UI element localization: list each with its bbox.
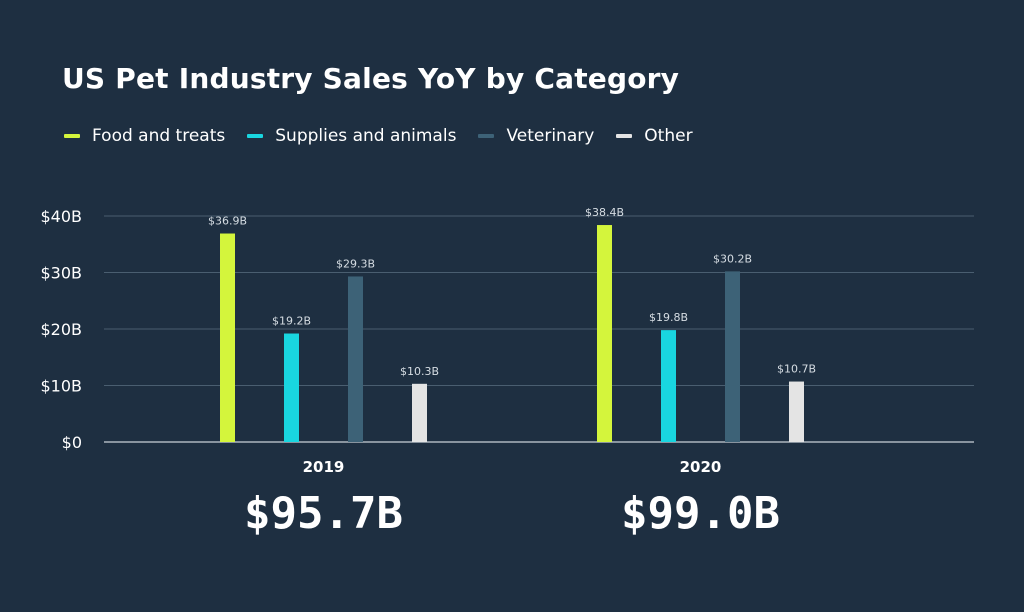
chart-title: US Pet Industry Sales YoY by Category — [62, 62, 680, 95]
bar — [661, 330, 676, 442]
bar-value-label: $36.9B — [208, 215, 247, 228]
bar — [597, 225, 612, 442]
x-category-label: 2019 — [303, 458, 345, 476]
y-tick-label: $0 — [62, 433, 82, 452]
x-category-label: 2020 — [680, 458, 722, 476]
y-tick-label: $30B — [40, 264, 82, 283]
bar-value-label: $30.2B — [713, 252, 752, 265]
legend-swatch-other — [616, 134, 633, 138]
bar — [220, 233, 235, 442]
bar-value-label: $38.4B — [585, 206, 624, 219]
legend-label-other: Other — [644, 126, 693, 146]
legend-item-food-and-treats: Food and treats — [64, 126, 225, 146]
legend: Food and treats Supplies and animals Vet… — [64, 126, 715, 146]
legend-item-supplies-and-animals: Supplies and animals — [247, 126, 456, 146]
legend-label-food-and-treats: Food and treats — [92, 126, 226, 146]
legend-swatch-veterinary — [478, 134, 495, 138]
bar-value-label: $10.3B — [400, 365, 439, 378]
legend-item-veterinary: Veterinary — [478, 126, 594, 146]
category-total-label: $95.7B — [244, 488, 403, 539]
legend-swatch-food-and-treats — [64, 134, 80, 138]
legend-item-other: Other — [616, 126, 693, 146]
legend-label-veterinary: Veterinary — [506, 126, 595, 146]
y-tick-label: $40B — [40, 207, 82, 226]
bar-value-label: $29.3B — [336, 257, 375, 270]
legend-swatch-supplies-and-animals — [247, 134, 264, 138]
bar-value-label: $19.2B — [272, 315, 311, 328]
bar — [412, 383, 427, 442]
y-tick-label: $20B — [40, 320, 82, 339]
bar — [348, 276, 363, 442]
category-total-label: $99.0B — [621, 488, 780, 539]
bar — [284, 333, 299, 442]
bar-value-label: $19.8B — [649, 311, 688, 324]
legend-label-supplies-and-animals: Supplies and animals — [275, 126, 457, 146]
bar — [725, 271, 740, 442]
y-tick-label: $10B — [40, 377, 82, 396]
bar-value-label: $10.7B — [777, 363, 816, 376]
bar — [789, 381, 804, 442]
